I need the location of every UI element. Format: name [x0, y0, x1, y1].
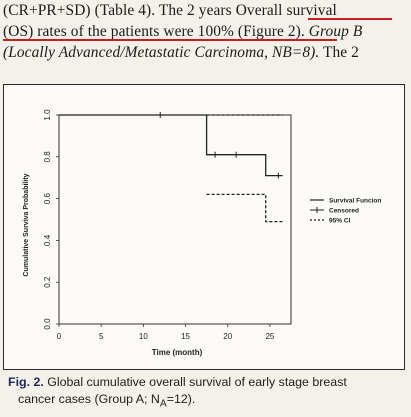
y-tick-label: 0.8 — [43, 151, 52, 163]
y-tick-label: 1.0 — [43, 109, 52, 121]
figure-caption: Fig. 2. Global cumulative overall surviv… — [8, 374, 408, 412]
y-tick-label: 0.2 — [43, 276, 52, 288]
text-line-2-group-b: Group B — [304, 23, 363, 40]
y-tick-label: 0.0 — [43, 318, 52, 330]
text-line-3-end: The 2 — [319, 44, 359, 61]
survival-word: survival — [286, 2, 337, 19]
legend-label: Survival Funcion — [329, 198, 381, 205]
text-line-1: (CR+PR+SD) (Table 4). The 2 years Overal… — [3, 0, 408, 21]
article-text-block: (CR+PR+SD) (Table 4). The 2 years Overal… — [0, 0, 411, 63]
caption-line-2: cancer cases (Group A; NA=12). — [8, 391, 408, 412]
caption-line-2-end: =12). — [166, 392, 196, 406]
caption-line-2-start: cancer cases (Group A; N — [18, 392, 160, 406]
survival-underline-annotation — [308, 18, 392, 20]
text-line-2: (OS) rates of the patients were 100% (Fi… — [3, 21, 408, 42]
os-rates-underline-annotation — [3, 39, 337, 41]
x-tick-label: 20 — [223, 332, 232, 341]
plot-area-border — [58, 114, 292, 325]
caption-subscript: A — [159, 398, 167, 410]
ci-line — [206, 193, 283, 223]
text-line-1-start: (CR+PR+SD) (Table 4). The 2 years Overal… — [3, 2, 287, 19]
y-tick-label: 0.6 — [43, 192, 52, 204]
x-tick-label: 10 — [139, 332, 148, 341]
legend-label: 95% CI — [329, 218, 351, 225]
x-tick-label: 25 — [265, 332, 274, 341]
y-axis-label: Cumulative Surviva Probability — [23, 173, 30, 276]
text-line-3: (Locally Advanced/Metastatic Carcinoma, … — [3, 42, 408, 63]
caption-label: Fig. 2. — [8, 375, 44, 389]
legend-label: Censored — [329, 208, 359, 215]
survival-chart: 0 5 10 15 20 25 0.0 0.2 0.4 0.6 0.8 1.0 Cumulative … — [23, 109, 381, 357]
text-line-3-italic: (Locally Advanced/Metastatic Carcinoma, … — [3, 44, 320, 61]
x-tick-label: 0 — [57, 332, 62, 341]
legend: Survival Funcion Censored 95% CI — [310, 198, 381, 225]
caption-text: Global cumulative overall survival of ea… — [43, 375, 347, 389]
y-tick-label: 0.4 — [43, 234, 52, 246]
figure-frame: 0 5 10 15 20 25 0.0 0.2 0.4 0.6 0.8 1.0 Cumulative … — [3, 84, 405, 370]
x-axis-label: Time (month) — [152, 348, 203, 357]
survival-line — [59, 114, 283, 177]
x-tick-label: 15 — [181, 332, 190, 341]
caption-line-1: Fig. 2. Global cumulative overall surviv… — [8, 374, 408, 391]
text-line-2-start: (OS) rates of the patients were 100% (Fi… — [3, 23, 305, 40]
x-tick-label: 5 — [99, 332, 104, 341]
